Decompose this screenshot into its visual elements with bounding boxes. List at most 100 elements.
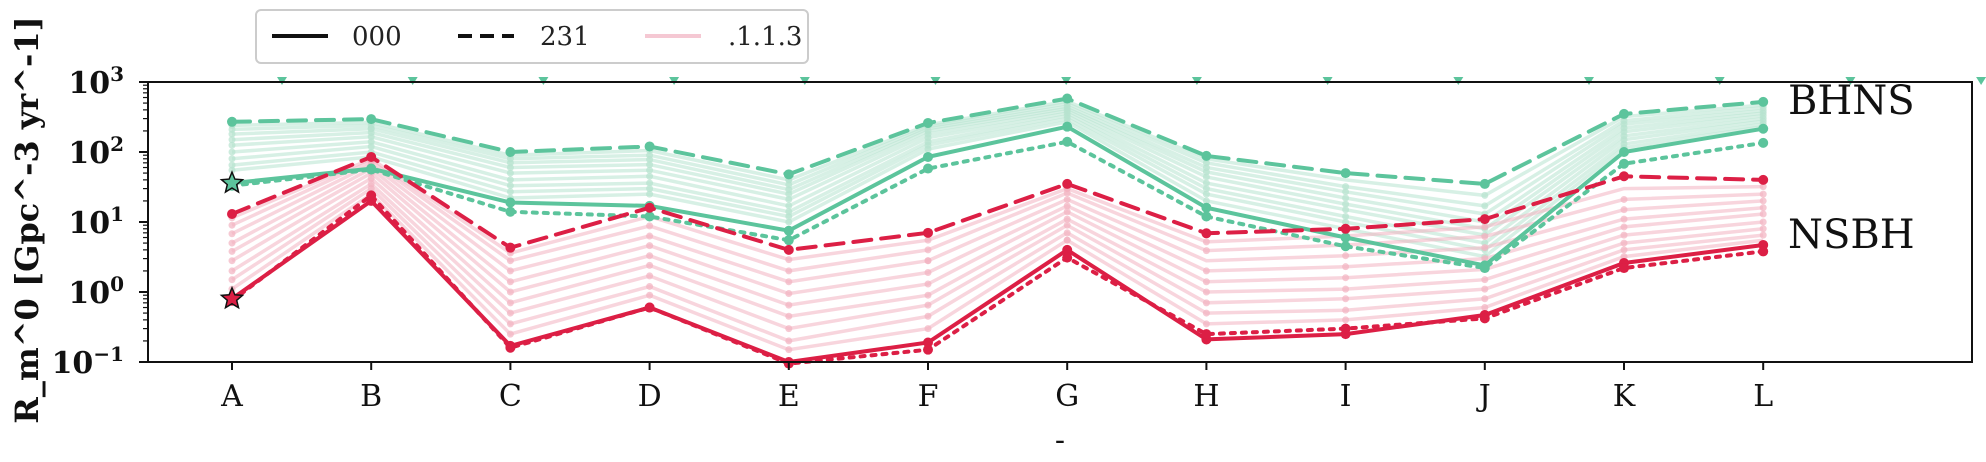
faint-series-point — [646, 282, 654, 290]
faint-series-point — [1202, 247, 1210, 255]
faint-series-line — [231, 176, 1764, 319]
faint-series-point — [1202, 309, 1210, 317]
faint-series-point — [1342, 183, 1350, 191]
faint-series-point — [1202, 238, 1210, 246]
faint-series-point — [785, 346, 793, 354]
data-point — [1062, 136, 1073, 147]
star-marker — [219, 285, 245, 310]
faint-series-line — [231, 162, 1764, 284]
faint-series-point — [924, 312, 932, 320]
faint-series-point — [924, 291, 932, 299]
data-point — [1340, 232, 1351, 243]
faint-series-point — [1620, 246, 1628, 254]
data-point — [1619, 108, 1629, 119]
faint-series-point — [1759, 231, 1767, 239]
x-tick-label: F — [918, 379, 939, 414]
faint-series-point — [646, 242, 654, 250]
legend-label-solid: 000 — [352, 22, 402, 52]
faint-series-point — [1759, 204, 1767, 212]
data-point — [644, 302, 655, 313]
faint-series-line — [231, 186, 1764, 343]
faint-series-point — [1063, 208, 1071, 216]
faint-series-point — [1620, 195, 1628, 203]
data-point — [1619, 171, 1629, 182]
faint-series-point — [1481, 276, 1489, 284]
faint-series-point — [1481, 285, 1489, 293]
data-point — [1340, 241, 1351, 252]
faint-series-point — [1481, 191, 1489, 199]
data-point — [783, 225, 794, 236]
faint-series-point — [1342, 285, 1350, 293]
faint-series-point — [506, 288, 514, 296]
faint-series-point — [646, 172, 654, 180]
series-line-bhns-solid — [230, 124, 1766, 268]
data-point — [1062, 121, 1073, 132]
y-tick-label: 103 — [68, 62, 124, 101]
faint-series-point — [506, 188, 514, 196]
star-marker — [219, 170, 245, 194]
x-tick-label: L — [1753, 379, 1773, 414]
faint-series-line — [231, 101, 1764, 208]
faint-series-point — [785, 337, 793, 345]
faint-series-point — [228, 161, 236, 169]
group-label-bhns: BHNS — [1788, 78, 1915, 124]
faint-series-point — [506, 330, 514, 338]
data-point — [366, 164, 377, 175]
x-tick-label: J — [1476, 379, 1491, 414]
faint-series-line — [231, 116, 1764, 252]
data-point — [1479, 263, 1490, 274]
y-tick-exponent: 3 — [110, 62, 124, 86]
faint-series-point — [228, 148, 236, 156]
faint-series-point — [646, 185, 654, 193]
faint-series-point — [1342, 316, 1350, 324]
faint-series-point — [924, 236, 932, 244]
faint-series-point — [1202, 278, 1210, 286]
data-point — [1758, 123, 1769, 134]
faint-series-line — [231, 119, 1764, 259]
faint-series-point — [785, 278, 793, 286]
x-tick-label: C — [499, 379, 522, 414]
faint-series-point — [1063, 229, 1071, 237]
faint-series-point — [1342, 206, 1350, 214]
faint-series-point — [1481, 223, 1489, 231]
faint-series-point — [646, 252, 654, 260]
faint-series-point — [228, 221, 236, 229]
faint-series-point — [506, 182, 514, 190]
faint-series-point — [1620, 239, 1628, 247]
faint-series-point — [1202, 288, 1210, 296]
y-tick-exponent: 2 — [110, 132, 124, 156]
faint-series-point — [924, 257, 932, 265]
y-tick-label: 101 — [68, 202, 124, 241]
faint-series-point — [646, 232, 654, 240]
data-point — [1479, 178, 1490, 189]
faint-series-point — [924, 246, 932, 254]
data-point — [1619, 147, 1629, 157]
series-line-nsbh-dotted — [230, 192, 1766, 366]
faint-series-point — [646, 291, 654, 299]
y-tick-exponent: 0 — [110, 272, 124, 296]
faint-series-point — [1063, 195, 1071, 203]
faint-series-point — [1481, 244, 1489, 252]
faint-series-point — [228, 257, 236, 265]
data-point — [923, 151, 933, 162]
faint-series-point — [924, 268, 932, 276]
data-point — [1201, 228, 1212, 239]
legend-box — [255, 9, 809, 64]
x-tick-label: E — [778, 379, 800, 414]
y-tick-label: 10−1 — [52, 342, 124, 381]
series-line-nsbh-dashed — [230, 154, 1766, 252]
faint-series-point — [1202, 185, 1210, 193]
data-point — [1340, 168, 1351, 179]
data-point — [923, 344, 933, 355]
faint-series-point — [1342, 263, 1350, 271]
data-point — [1619, 158, 1629, 169]
data-point — [1340, 223, 1351, 234]
series-line-bhns-dotted — [230, 139, 1766, 271]
faint-series-point — [785, 256, 793, 264]
data-point — [644, 141, 655, 152]
faint-series-point — [646, 166, 654, 174]
faint-series-point — [506, 278, 514, 286]
faint-series-point — [785, 312, 793, 320]
data-point — [1201, 211, 1212, 222]
x-axis-label: - — [1055, 423, 1065, 458]
